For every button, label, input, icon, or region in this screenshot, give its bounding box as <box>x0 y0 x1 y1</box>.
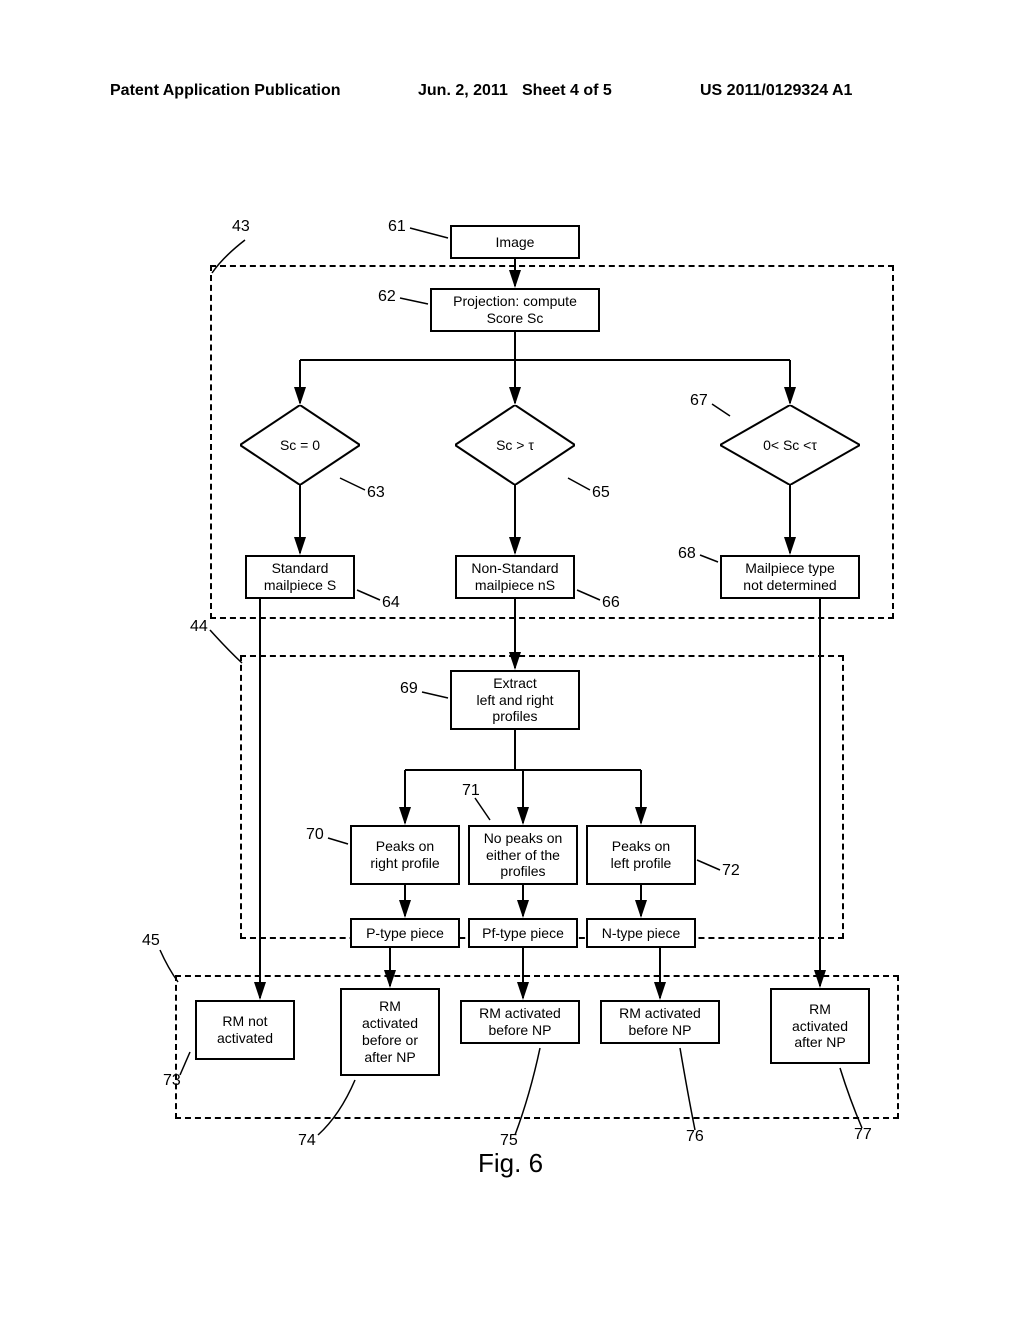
node-peaks-left: Peaks on left profile <box>586 825 696 885</box>
node-ntype: N-type piece <box>586 918 696 948</box>
diamond-scgt: Sc > τ <box>455 405 575 485</box>
ref-63: 63 <box>367 484 385 502</box>
ref-43: 43 <box>232 218 250 236</box>
node-standard: Standard mailpiece S <box>245 555 355 599</box>
ref-69: 69 <box>400 680 418 698</box>
ref-71: 71 <box>462 782 480 800</box>
node-rm-before1: RM activated before NP <box>460 1000 580 1044</box>
ref-62: 62 <box>378 288 396 306</box>
header-right: US 2011/0129324 A1 <box>700 82 852 100</box>
node-peaks-left-label: Peaks on left profile <box>611 838 672 872</box>
header-sheet: Sheet 4 of 5 <box>522 82 612 100</box>
node-ptype-label: P-type piece <box>366 925 444 942</box>
node-rm-before1-label: RM activated before NP <box>479 1005 561 1039</box>
node-projection-label: Projection: compute Score Sc <box>453 293 577 327</box>
ref-61: 61 <box>388 218 406 236</box>
node-standard-label: Standard mailpiece S <box>264 560 336 594</box>
node-nonstandard-label: Non-Standard mailpiece nS <box>471 560 558 594</box>
node-rm-before2-label: RM activated before NP <box>619 1005 701 1039</box>
ref-44: 44 <box>190 618 208 636</box>
node-projection: Projection: compute Score Sc <box>430 288 600 332</box>
node-peaks-right-label: Peaks on right profile <box>370 838 439 872</box>
ref-66: 66 <box>602 594 620 612</box>
ref-77: 77 <box>854 1126 872 1144</box>
node-extract-label: Extract left and right profiles <box>476 675 553 725</box>
diamond-sc0-label: Sc = 0 <box>280 437 320 453</box>
node-image-label: Image <box>496 234 535 251</box>
node-notdetermined: Mailpiece type not determined <box>720 555 860 599</box>
ref-72: 72 <box>722 862 740 880</box>
figure-caption: Fig. 6 <box>478 1148 543 1179</box>
diamond-scmid-label: 0< Sc <τ <box>763 437 817 453</box>
ref-70: 70 <box>306 826 324 844</box>
node-extract: Extract left and right profiles <box>450 670 580 730</box>
node-rm-after-label: RM activated after NP <box>792 1001 848 1051</box>
ref-64: 64 <box>382 594 400 612</box>
node-ptype: P-type piece <box>350 918 460 948</box>
node-rm-beforeafter: RM activated before or after NP <box>340 988 440 1076</box>
ref-74: 74 <box>298 1132 316 1150</box>
node-rm-before2: RM activated before NP <box>600 1000 720 1044</box>
node-ntype-label: N-type piece <box>602 925 681 942</box>
ref-73: 73 <box>163 1072 181 1090</box>
node-notdetermined-label: Mailpiece type not determined <box>743 560 836 594</box>
node-image: Image <box>450 225 580 259</box>
ref-67: 67 <box>690 392 708 410</box>
node-peaks-right: Peaks on right profile <box>350 825 460 885</box>
node-rm-beforeafter-label: RM activated before or after NP <box>362 998 418 1065</box>
diamond-sc0: Sc = 0 <box>240 405 360 485</box>
header-left: Patent Application Publication <box>110 82 341 100</box>
node-no-peaks-label: No peaks on either of the profiles <box>484 830 563 880</box>
node-nonstandard: Non-Standard mailpiece nS <box>455 555 575 599</box>
node-pftype: Pf-type piece <box>468 918 578 948</box>
node-rm-not: RM not activated <box>195 1000 295 1060</box>
node-pftype-label: Pf-type piece <box>482 925 564 942</box>
node-rm-not-label: RM not activated <box>217 1013 273 1047</box>
node-no-peaks: No peaks on either of the profiles <box>468 825 578 885</box>
ref-76: 76 <box>686 1128 704 1146</box>
node-rm-after: RM activated after NP <box>770 988 870 1064</box>
ref-65: 65 <box>592 484 610 502</box>
page: Patent Application Publication Jun. 2, 2… <box>0 0 1024 1320</box>
ref-45: 45 <box>142 932 160 950</box>
diamond-scmid: 0< Sc <τ <box>720 405 860 485</box>
diamond-scgt-label: Sc > τ <box>496 437 534 453</box>
header-date: Jun. 2, 2011 <box>418 82 508 100</box>
ref-68: 68 <box>678 545 696 563</box>
